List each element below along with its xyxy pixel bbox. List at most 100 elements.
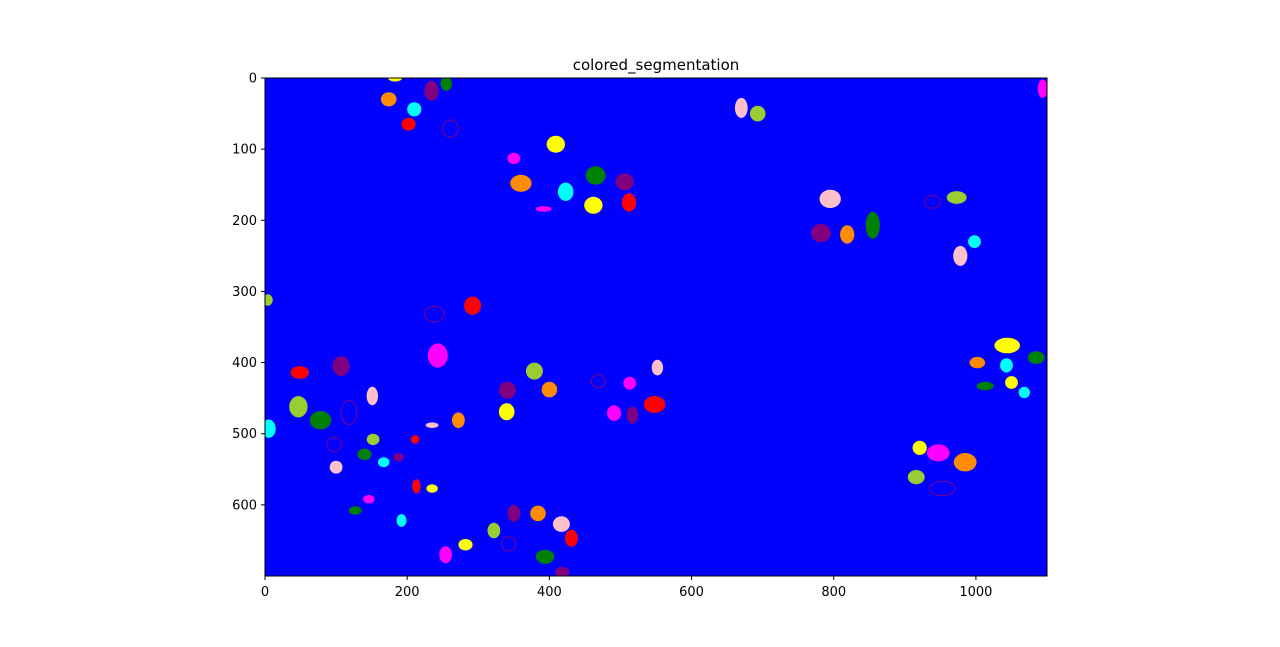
segment-cyan-75 — [1000, 358, 1013, 373]
segment-pink-45 — [425, 422, 439, 429]
segment-yellow-68 — [458, 539, 473, 551]
y-tick-label-400: 400 — [232, 356, 257, 371]
segment-cyan-41 — [378, 457, 390, 468]
x-tick-label-1000: 1000 — [959, 585, 992, 600]
segment-orange-12 — [510, 174, 532, 192]
segments-layer — [265, 78, 1047, 576]
segment-purple-23 — [924, 194, 941, 209]
segment-orange-81 — [953, 453, 977, 472]
segment-red-61 — [643, 396, 666, 413]
segment-purple-56 — [590, 374, 607, 389]
segment-green-1 — [440, 78, 452, 91]
segment-cyan-37 — [265, 419, 276, 438]
segment-magenta-69 — [439, 546, 452, 564]
segment-pink-64 — [552, 516, 570, 532]
segment-magenta-7 — [1037, 79, 1047, 98]
segment-yellowgreen-39 — [366, 433, 380, 446]
segment-yellowgreen-24 — [946, 191, 967, 204]
segment-green-22 — [865, 211, 880, 239]
segment-green-77 — [976, 381, 994, 391]
segment-purple-66 — [501, 536, 517, 552]
segment-red-67 — [565, 529, 578, 547]
segment-red-47 — [412, 479, 421, 494]
segment-cyan-51 — [396, 514, 407, 527]
segment-purple-15 — [615, 173, 634, 191]
segment-magenta-30 — [427, 343, 448, 368]
y-tick-label-100: 100 — [232, 143, 257, 158]
segment-magenta-80 — [926, 444, 950, 462]
segment-yellow-0 — [388, 78, 403, 82]
segment-yellow-10 — [546, 135, 565, 153]
segment-green-73 — [1027, 351, 1045, 364]
segment-orange-3 — [380, 92, 397, 107]
segment-orange-46 — [452, 412, 465, 429]
x-tick-label-200: 200 — [395, 585, 420, 600]
segment-pink-26 — [953, 245, 968, 266]
segment-green-14 — [585, 166, 606, 185]
segment-purple-52 — [498, 381, 516, 399]
x-tick-label-600: 600 — [679, 585, 704, 600]
segment-cyan-4 — [407, 102, 422, 117]
segment-pink-58 — [651, 359, 664, 376]
x-tick-label-0: 0 — [261, 585, 269, 600]
segment-orange-63 — [530, 505, 546, 522]
plot-background — [265, 78, 1047, 576]
plot-frame — [264, 77, 1048, 577]
segment-purple-38 — [326, 436, 342, 452]
segment-yellowgreen-53 — [525, 362, 543, 380]
segment-red-31 — [290, 366, 309, 379]
segment-magenta-59 — [607, 405, 622, 421]
segment-green-35 — [309, 411, 332, 430]
segment-yellow-55 — [498, 403, 515, 421]
segment-purple-60 — [626, 406, 639, 424]
segment-orange-21 — [840, 225, 855, 244]
segment-purple-20 — [810, 223, 831, 243]
y-axis: 0 100 200 300 400 500 600 — [232, 72, 265, 513]
y-tick-label-300: 300 — [232, 285, 257, 300]
segment-yellowgreen-65 — [487, 522, 501, 539]
segment-pink-44 — [329, 460, 343, 474]
chart-title: colored_segmentation — [573, 56, 740, 75]
segment-green-70 — [535, 549, 555, 564]
segment-magenta-18 — [535, 206, 552, 212]
segment-purple-2 — [424, 80, 439, 101]
segment-magenta-49 — [363, 494, 375, 504]
segment-yellow-16 — [584, 196, 603, 214]
segment-purple-42 — [393, 452, 404, 462]
segment-yellow-76 — [1005, 376, 1018, 389]
y-tick-label-0: 0 — [249, 72, 257, 87]
segment-red-5 — [401, 117, 416, 131]
x-axis: 0 200 400 600 800 1000 — [261, 576, 992, 600]
segment-yellow-72 — [994, 337, 1020, 354]
segment-yellow-48 — [426, 484, 438, 493]
segment-purple-6 — [442, 119, 459, 138]
segment-purple-36 — [340, 399, 358, 425]
segment-red-43 — [410, 435, 420, 444]
segment-cyan-78 — [1018, 386, 1030, 399]
segment-red-28 — [464, 296, 482, 315]
segment-purple-32 — [332, 356, 350, 377]
segment-purple-62 — [507, 504, 521, 522]
y-tick-label-200: 200 — [232, 214, 257, 229]
segment-purple-71 — [555, 566, 570, 576]
segment-yellowgreen-34 — [289, 396, 308, 418]
x-tick-label-800: 800 — [821, 585, 846, 600]
segment-magenta-11 — [507, 152, 521, 165]
segment-pink-8 — [734, 97, 748, 118]
segment-yellowgreen-82 — [907, 470, 925, 485]
segment-cyan-25 — [968, 235, 981, 249]
segment-orange-54 — [541, 381, 558, 398]
segment-yellowgreen-9 — [749, 105, 766, 122]
x-tick-label-400: 400 — [537, 585, 562, 600]
segment-pink-33 — [366, 386, 378, 406]
segment-magenta-57 — [623, 376, 637, 390]
segment-purple-83 — [929, 480, 956, 497]
segment-yellowgreen-27 — [265, 294, 273, 306]
segment-cyan-13 — [557, 182, 574, 201]
segment-green-40 — [357, 448, 372, 460]
segment-orange-74 — [969, 356, 986, 369]
y-tick-label-600: 600 — [232, 498, 257, 513]
segment-red-17 — [621, 193, 637, 212]
segment-purple-29 — [423, 305, 445, 323]
